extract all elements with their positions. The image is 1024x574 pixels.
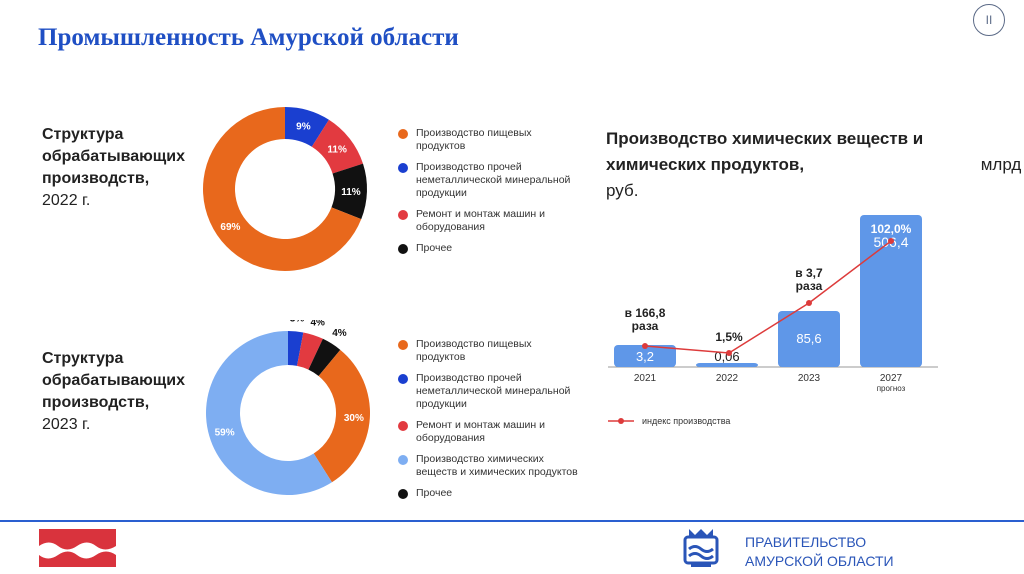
donut-slice [308, 338, 341, 377]
legend-2023-item: Прочее [398, 487, 578, 500]
structure-2023-year: 2023 г. [42, 416, 91, 433]
donut-slice [285, 107, 329, 147]
donut-slice-label: 59% [215, 427, 235, 438]
legend-swatch [398, 244, 408, 254]
legend-2022-item: Прочее [398, 242, 578, 255]
x-tick-label: 2027 [880, 373, 903, 384]
donut-chart-2022: 9% 11% 11% 69% [203, 107, 367, 271]
donut-slice [288, 331, 304, 366]
legend-2023-item: Производство прочей неметаллической мине… [398, 372, 578, 411]
structure-2022-title-line1: Структура [42, 126, 124, 143]
index-label: 1,5% [715, 330, 743, 344]
donut-slice-label: 4% [332, 328, 347, 339]
legend-label: Прочее [416, 242, 453, 254]
legend-swatch [398, 489, 408, 499]
index-point [726, 350, 732, 356]
donut-slice-label: 3% [290, 320, 305, 324]
x-tick-label: 2022 [716, 373, 739, 384]
government-label-line2: Амурской области [745, 553, 894, 569]
index-label: раза [796, 279, 823, 293]
legend-label: Производство химических веществ и химиче… [416, 453, 578, 478]
index-point [888, 238, 894, 244]
chemical-chart-title: Производство химических веществ и химиче… [606, 126, 1024, 204]
legend-swatch [398, 455, 408, 465]
x-tick-label: прогноз [877, 384, 906, 393]
amur-flag-logo [39, 529, 116, 567]
index-label: в 3,7 [795, 266, 823, 280]
structure-2023-title-line2: обрабатывающих [42, 372, 186, 389]
donut-slice-label: 9% [296, 122, 311, 133]
legend-2023: Производство пищевых продуктов Производст… [398, 338, 578, 508]
index-label: раза [632, 319, 659, 333]
donut-slice [313, 349, 370, 483]
donut-slice-label: 4% [310, 320, 325, 329]
structure-2023-title-line3: производств, [42, 394, 150, 411]
bar-value-label: 85,6 [796, 331, 821, 346]
chemical-bar-chart: 3,220210,06202285,62023506,42027прогнозв… [608, 215, 938, 426]
legend-2022: Производство пищевых продуктов Производст… [398, 127, 578, 263]
legend-label: Производство пищевых продуктов [416, 127, 532, 152]
footer-divider [0, 520, 1024, 522]
chemical-title-unit: млрд руб. [606, 155, 1022, 200]
donut-slice [311, 119, 363, 174]
legend-2023-item: Производство пищевых продуктов [398, 338, 578, 364]
bar [614, 345, 676, 367]
donut-slice [205, 331, 332, 495]
index-label: в 166,8 [625, 306, 666, 320]
legend-label: Производство пищевых продуктов [416, 338, 532, 363]
legend-label: Производство прочей неметаллической мине… [416, 161, 571, 199]
bar [696, 363, 758, 367]
structure-2023-title: Структура обрабатывающих производств, 20… [42, 348, 185, 436]
legend-swatch [398, 163, 408, 173]
page-title: Промышленность Амурской области [38, 24, 459, 51]
donut-slice-label: 11% [341, 187, 361, 198]
index-line [644, 240, 892, 354]
structure-2022-title-line2: обрабатывающих [42, 148, 186, 165]
government-label-line1: Правительство [745, 534, 867, 550]
donut-slice-label: 69% [220, 222, 240, 233]
legend-label: Прочее [416, 487, 453, 499]
bar-value-label: 3,2 [636, 349, 654, 364]
legend-2022-item: Производство пищевых продуктов [398, 127, 578, 153]
legend-label: Ремонт и монтаж машин и оборудования [416, 419, 546, 444]
legend-label: Ремонт и монтаж машин и оборудования [416, 208, 546, 233]
index-point [806, 300, 812, 306]
government-label: Правительство Амурской области [745, 533, 894, 571]
index-point [642, 343, 648, 349]
x-tick-label: 2021 [634, 373, 657, 384]
legend-2022-item: Производство прочей неметаллической мине… [398, 161, 578, 200]
legend-swatch [398, 421, 408, 431]
donut-chart-2023: 3% 4% 4% 30% 59% [205, 320, 370, 495]
structure-2023-title-line1: Структура [42, 350, 124, 367]
chemical-title-bold: Производство химических веществ и химиче… [606, 129, 924, 174]
legend-swatch [398, 210, 408, 220]
index-legend-label: индекс производства [642, 416, 730, 426]
x-tick-label: 2023 [798, 373, 821, 384]
donut-slice [296, 332, 323, 370]
index-label: 102,0% [871, 222, 912, 236]
donut-slice-label: 11% [327, 145, 347, 156]
index-legend-marker [618, 418, 624, 424]
legend-label: Производство прочей неметаллической мине… [416, 372, 571, 410]
donut-slice [331, 163, 367, 220]
structure-2022-year: 2022 г. [42, 192, 91, 209]
donut-slice-label: 30% [344, 413, 364, 424]
structure-2022-title: Структура обрабатывающих производств, 20… [42, 124, 185, 212]
coat-of-arms-icon [681, 527, 721, 569]
legend-swatch [398, 374, 408, 384]
page-number-badge[interactable]: II [973, 4, 1005, 36]
donut-slice [203, 107, 362, 271]
legend-2023-item: Ремонт и монтаж машин и оборудования [398, 419, 578, 445]
legend-2022-item: Ремонт и монтаж машин и оборудования [398, 208, 578, 234]
bar [778, 311, 840, 367]
structure-2022-title-line3: производств, [42, 170, 150, 187]
legend-2023-item: Производство химических веществ и химиче… [398, 453, 578, 479]
legend-swatch [398, 340, 408, 350]
legend-swatch [398, 129, 408, 139]
